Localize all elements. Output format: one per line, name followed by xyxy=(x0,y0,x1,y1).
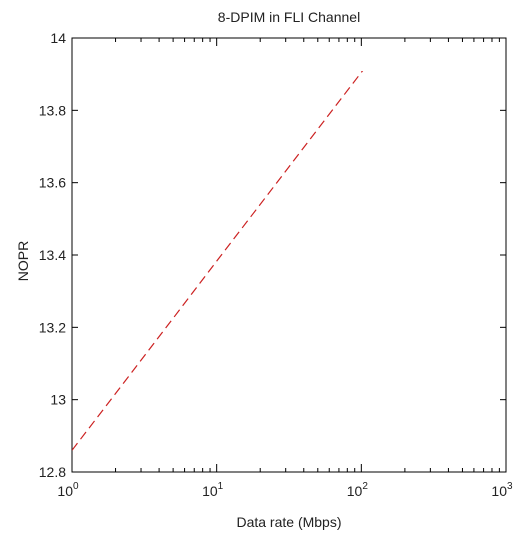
y-tick-label: 13 xyxy=(50,392,66,408)
x-tick-base: 10 xyxy=(57,483,73,499)
x-tick-label: 103 xyxy=(491,481,513,499)
series-layer xyxy=(72,71,364,451)
ticks-layer xyxy=(71,37,507,473)
x-tick-base: 10 xyxy=(347,483,363,499)
x-tick-label: 102 xyxy=(347,481,369,499)
x-tick-label: 100 xyxy=(57,481,79,499)
x-tick-exponent: 0 xyxy=(73,481,79,492)
x-tick-exponent: 3 xyxy=(507,481,513,492)
x-tick-exponent: 1 xyxy=(218,481,224,492)
y-tick-label: 12.8 xyxy=(39,464,66,480)
y-axis-label: NOPR xyxy=(15,241,31,281)
x-tick-base: 10 xyxy=(491,483,507,499)
y-tick-label: 13.2 xyxy=(39,319,66,335)
x-axis-label: Data rate (Mbps) xyxy=(236,514,341,530)
x-tick-label: 101 xyxy=(202,481,224,499)
x-tick-base: 10 xyxy=(202,483,218,499)
y-tick-label: 13.6 xyxy=(39,175,66,191)
y-tick-label: 13.8 xyxy=(39,102,66,118)
y-tick-label: 14 xyxy=(50,30,66,46)
series-line xyxy=(72,71,364,451)
x-tick-exponent: 2 xyxy=(362,481,368,492)
y-tick-label: 13.4 xyxy=(39,247,66,263)
chart-title: 8-DPIM in FLI Channel xyxy=(218,9,360,25)
